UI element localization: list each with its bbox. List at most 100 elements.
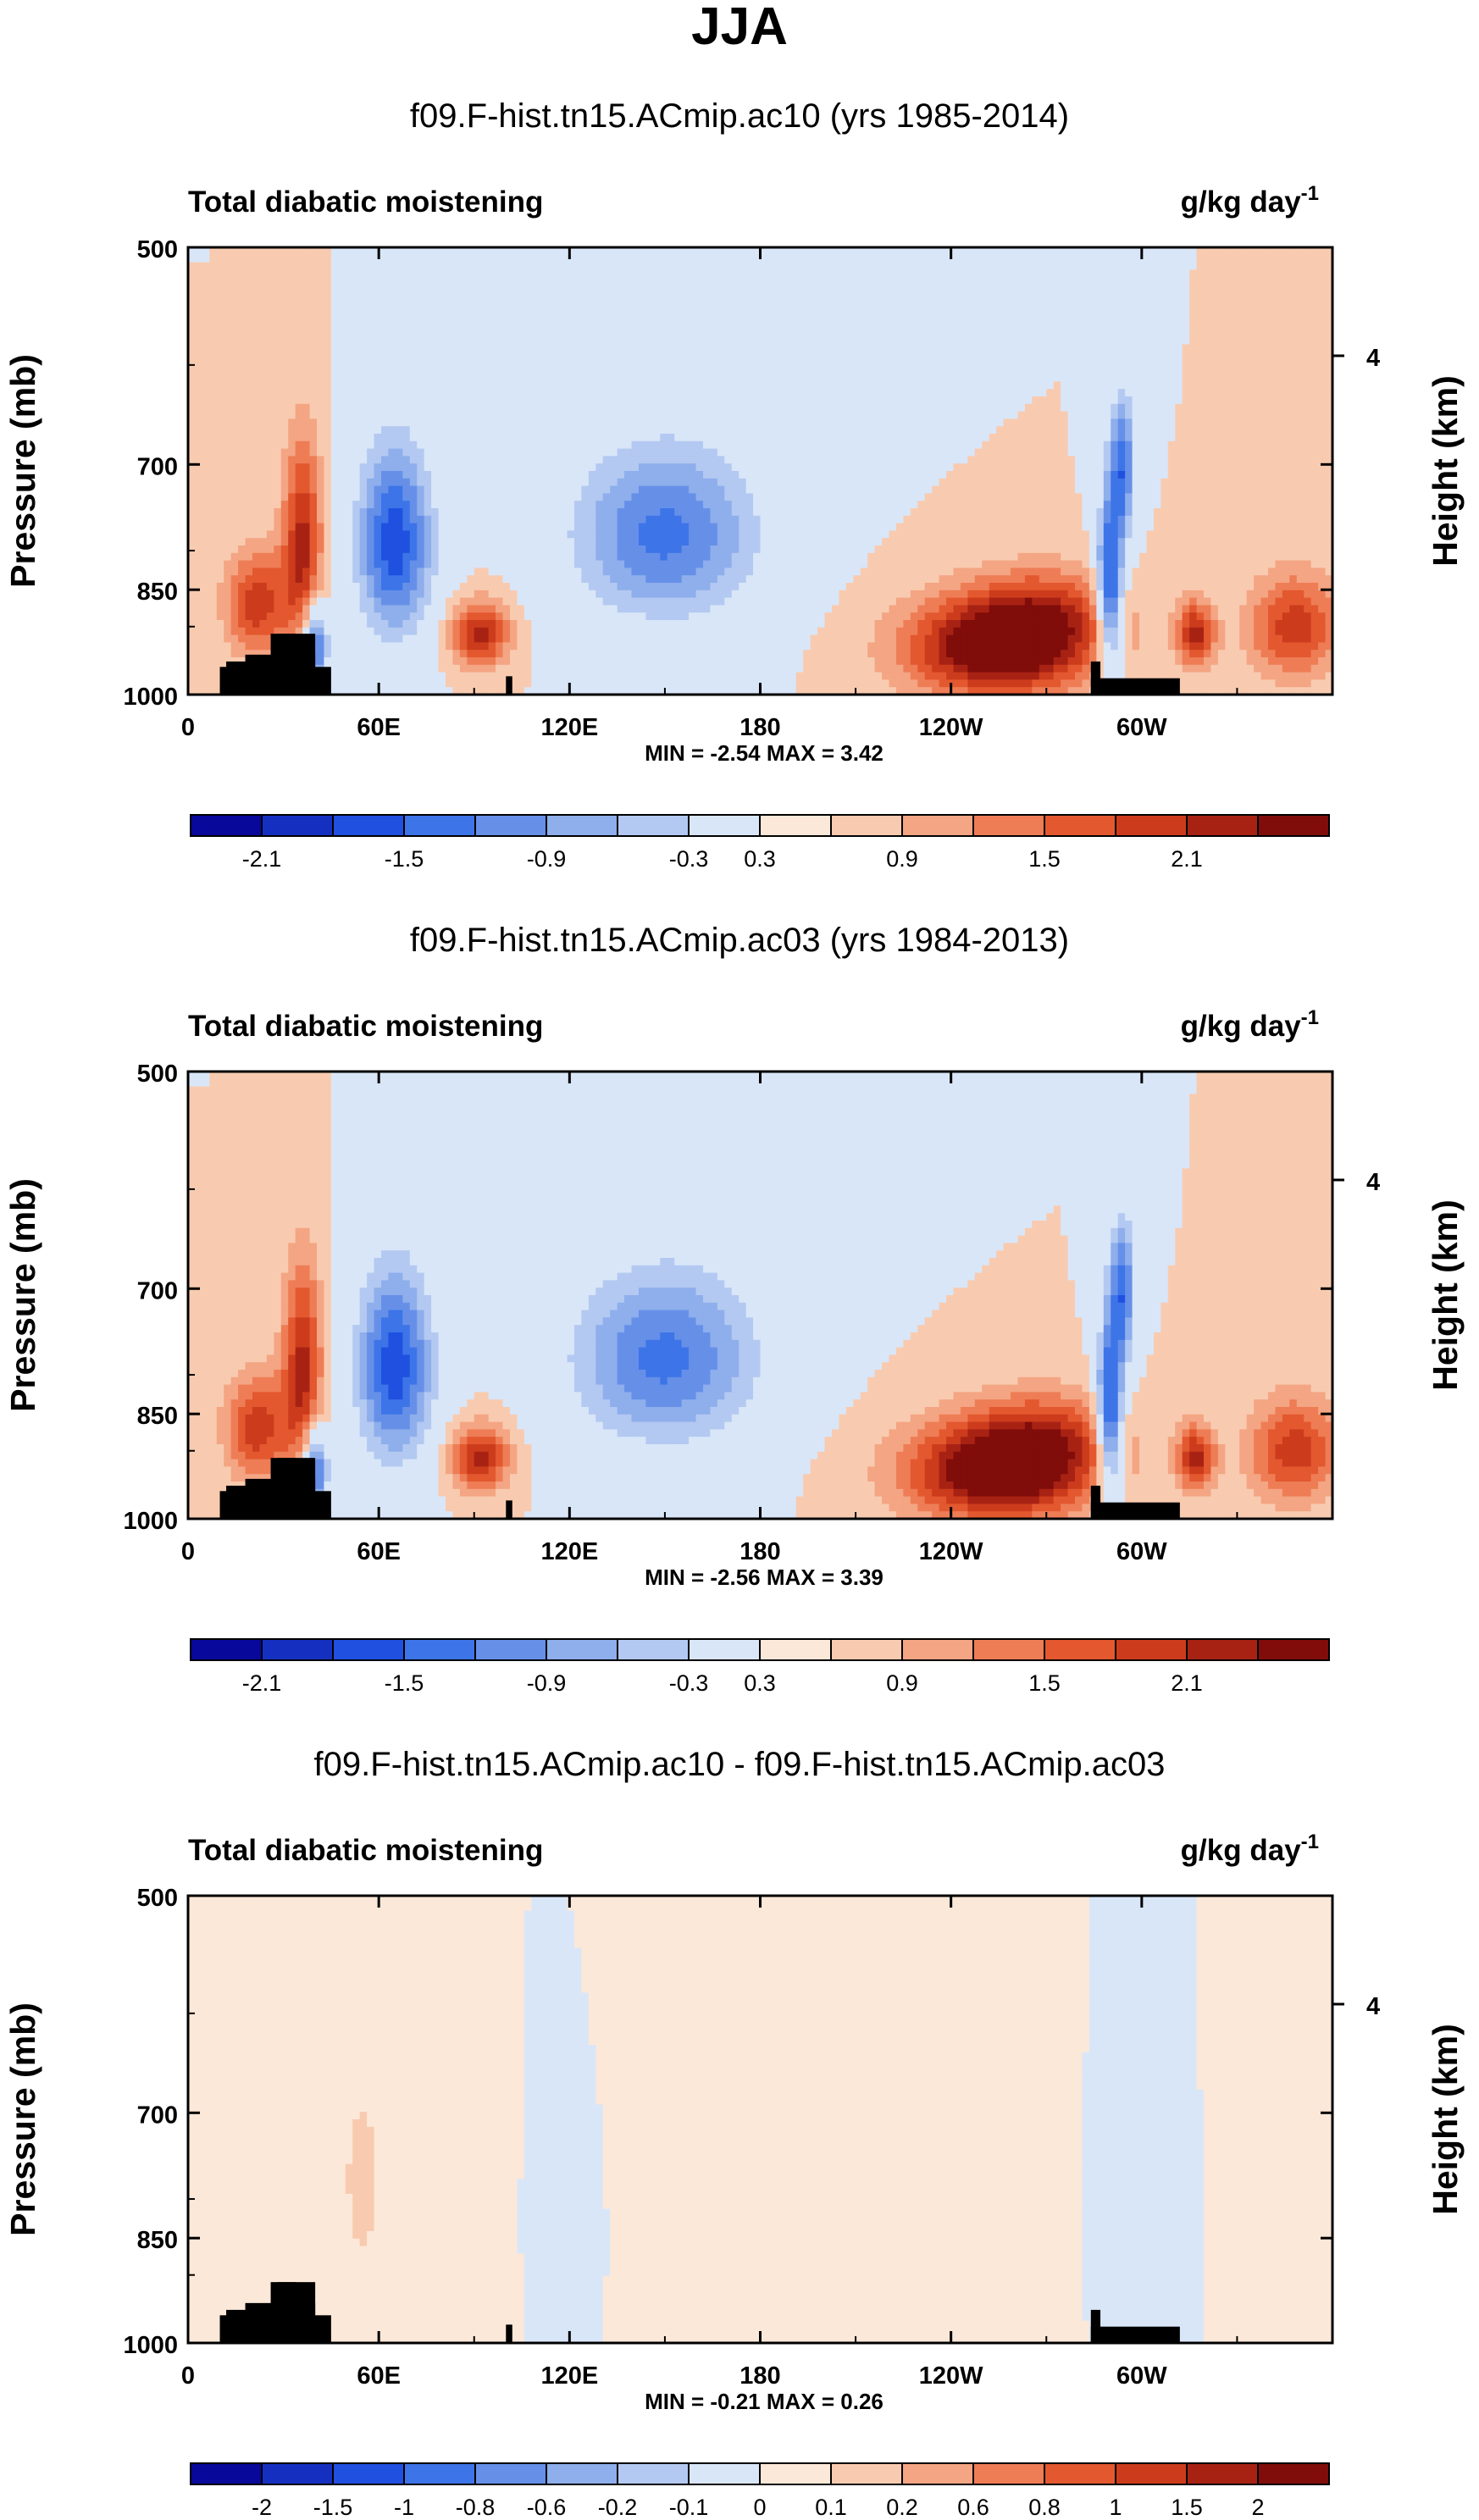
colorbar-box bbox=[474, 1638, 547, 1661]
y-tick-label: 1000 bbox=[123, 2332, 178, 2359]
colorbar-box bbox=[332, 1638, 405, 1661]
terrain-block bbox=[506, 1500, 512, 1519]
colorbar-label: -0.1 bbox=[669, 2495, 709, 2520]
units-exponent: -1 bbox=[1301, 1006, 1319, 1029]
colorbar-box bbox=[617, 1638, 690, 1661]
colorbar-box bbox=[1115, 1638, 1188, 1661]
x-tick-label: 60W bbox=[1116, 1538, 1167, 1565]
x-tick-label: 60E bbox=[357, 714, 401, 741]
x-tick-label: 180 bbox=[740, 2362, 780, 2390]
x-tick-label: 180 bbox=[740, 714, 780, 741]
y-tick-label: 700 bbox=[137, 2102, 178, 2129]
colorbar-box bbox=[1257, 814, 1330, 837]
colorbar-box bbox=[830, 814, 903, 837]
colorbar-label: 0.8 bbox=[1028, 2495, 1061, 2520]
terrain-block bbox=[1090, 1502, 1180, 1519]
colorbar-box bbox=[403, 1638, 476, 1661]
colorbar-label: -2 bbox=[252, 2495, 272, 2520]
x-tick-label: 60W bbox=[1116, 714, 1167, 741]
panel-units: g/kg day-1 bbox=[1181, 182, 1319, 219]
colorbar-label: 0.2 bbox=[886, 2495, 918, 2520]
panel-title: f09.F-hist.tn15.ACmip.ac10 (yrs 1985-201… bbox=[410, 97, 1069, 135]
colorbar-box bbox=[1044, 2462, 1116, 2485]
y-right-tick-label: 4 bbox=[1366, 345, 1380, 372]
colorbar-box bbox=[972, 1638, 1045, 1661]
colorbar-box bbox=[830, 1638, 903, 1661]
terrain-block bbox=[506, 676, 512, 695]
units-base: g/kg day bbox=[1181, 1834, 1302, 1867]
y-right-tick-label: 4 bbox=[1366, 1993, 1380, 2020]
colorbar-box bbox=[972, 2462, 1045, 2485]
colorbar-box bbox=[332, 814, 405, 837]
colorbar-label: 0.1 bbox=[815, 2495, 847, 2520]
colorbar-box bbox=[688, 2462, 761, 2485]
colorbar-box bbox=[1257, 1638, 1330, 1661]
heatmap-field bbox=[188, 247, 1332, 695]
panel-2: f09.F-hist.tn15.ACmip.ac03 (yrs 1984-201… bbox=[3, 922, 1465, 1696]
heatmap-field bbox=[188, 1896, 1332, 2343]
colorbar-label: 0.3 bbox=[744, 1670, 776, 1696]
colorbar-label: -0.9 bbox=[527, 846, 567, 872]
panel-title: f09.F-hist.tn15.ACmip.ac10 - f09.F-hist.… bbox=[314, 1746, 1166, 1783]
y-tick-label: 500 bbox=[137, 236, 178, 263]
units-base: g/kg day bbox=[1181, 186, 1302, 219]
colorbar-box bbox=[261, 814, 334, 837]
colorbar-box bbox=[546, 1638, 618, 1661]
colorbar-box bbox=[830, 2462, 903, 2485]
colorbar-box bbox=[1186, 1638, 1259, 1661]
colorbar-label: 1.5 bbox=[1028, 846, 1061, 872]
units-exponent: -1 bbox=[1301, 1830, 1319, 1853]
terrain bbox=[219, 634, 1180, 695]
x-tick-label: 120W bbox=[919, 2362, 983, 2390]
x-tick-label: 120E bbox=[540, 2362, 598, 2390]
terrain-block bbox=[1090, 2309, 1101, 2343]
colorbar-box bbox=[1257, 2462, 1330, 2485]
colorbar-box bbox=[332, 2462, 405, 2485]
y-axis-title: Pressure (mb) bbox=[3, 1178, 42, 1412]
x-tick-label: 120W bbox=[919, 1538, 983, 1565]
x-tick-label: 60E bbox=[357, 2362, 401, 2390]
colorbar-label: 1.5 bbox=[1171, 2495, 1203, 2520]
colorbar-box bbox=[1044, 1638, 1116, 1661]
stats-label: MIN = -2.56 MAX = 3.39 bbox=[645, 1565, 884, 1590]
colorbar-box bbox=[474, 2462, 547, 2485]
x-tick-label: 60W bbox=[1116, 2362, 1167, 2390]
x-tick-label: 60E bbox=[357, 1538, 401, 1565]
colorbar-label: -0.9 bbox=[527, 1670, 567, 1696]
colorbar-label: 0.9 bbox=[886, 846, 918, 872]
colorbar-box bbox=[190, 1638, 263, 1661]
colorbar-box bbox=[901, 1638, 974, 1661]
colorbar-box bbox=[261, 1638, 334, 1661]
colorbar-label: -0.3 bbox=[669, 846, 709, 872]
season-title: JJA bbox=[691, 0, 788, 56]
y-tick-label: 500 bbox=[137, 1885, 178, 1912]
colorbar-label: -0.2 bbox=[598, 2495, 638, 2520]
colorbar: -2 -1.5 -1 -0.8 -0.6 -0.2 -0.1 0 0.1 0.2 0.6 0.8 1 1.… bbox=[190, 2462, 1330, 2520]
y-tick-label: 1000 bbox=[123, 684, 178, 711]
y-right-axis-title: Height (km) bbox=[1426, 1199, 1465, 1391]
terrain-block bbox=[1090, 678, 1180, 695]
panel-left-label: Total diabatic moistening bbox=[188, 186, 543, 219]
y-axis-title: Pressure (mb) bbox=[3, 2002, 42, 2236]
colorbar-box bbox=[1115, 2462, 1188, 2485]
colorbar: -2.1 -1.5 -0.9 -0.3 0.3 0.9 1.5 2.1 bbox=[190, 814, 1330, 872]
stats-label: MIN = -0.21 MAX = 0.26 bbox=[645, 2389, 884, 2414]
y-tick-label: 700 bbox=[137, 453, 178, 480]
panel-title: f09.F-hist.tn15.ACmip.ac03 (yrs 1984-201… bbox=[410, 922, 1069, 959]
x-tick-label: 0 bbox=[181, 1538, 195, 1565]
colorbar-label: 2 bbox=[1251, 2495, 1264, 2520]
colorbar-box bbox=[403, 814, 476, 837]
terrain bbox=[219, 2282, 1180, 2343]
terrain-block bbox=[506, 2324, 512, 2343]
colorbar-label: 0.9 bbox=[886, 1670, 918, 1696]
y-right-axis-title: Height (km) bbox=[1426, 2024, 1465, 2215]
colorbar-box bbox=[261, 2462, 334, 2485]
colorbar-label: 0.6 bbox=[957, 2495, 989, 2520]
y-right-tick-label: 4 bbox=[1366, 1169, 1380, 1196]
colorbar: -2.1 -1.5 -0.9 -0.3 0.3 0.9 1.5 2.1 bbox=[190, 1638, 1330, 1696]
y-tick-label: 500 bbox=[137, 1061, 178, 1088]
panel-units: g/kg day-1 bbox=[1181, 1006, 1319, 1043]
colorbar-label: -1.5 bbox=[313, 2495, 353, 2520]
colorbar-label: 1 bbox=[1109, 2495, 1122, 2520]
